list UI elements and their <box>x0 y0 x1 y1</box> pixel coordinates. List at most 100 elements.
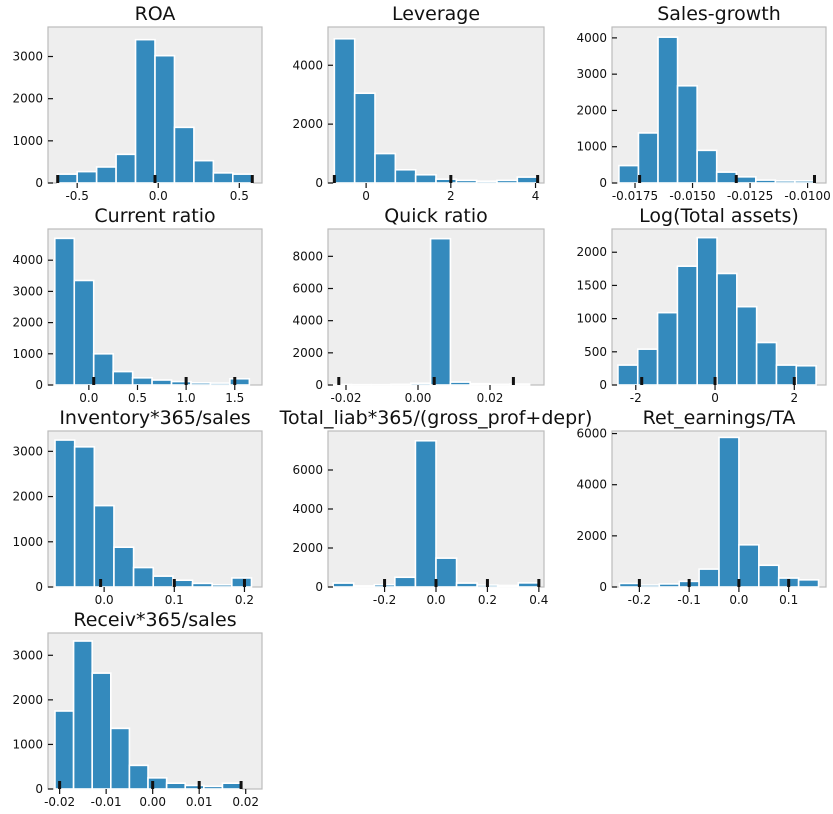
y-tick-label: 4000 <box>292 502 323 516</box>
histogram-bar <box>54 710 75 790</box>
x-tick-label: 0.02 <box>232 795 259 809</box>
x-tick-label: 0.0 <box>426 593 445 607</box>
x-tick-label: -0.02 <box>44 795 75 809</box>
histogram-bar <box>73 279 95 386</box>
histogram-bar <box>435 557 458 588</box>
histogram-bar <box>353 92 376 184</box>
y-tick-label: 1000 <box>12 347 43 361</box>
rug-mark <box>153 175 157 183</box>
y-tick-label: 0 <box>35 176 43 190</box>
histogram-bar <box>758 564 780 588</box>
histogram-bar <box>435 178 458 184</box>
rug-mark <box>242 579 246 587</box>
y-tick-label: 4000 <box>576 31 607 45</box>
rug-mark <box>812 175 816 183</box>
y-tick-label: 3000 <box>12 648 43 662</box>
y-tick-label: 2000 <box>12 92 43 106</box>
histogram-bar <box>212 172 234 184</box>
rug-mark <box>337 377 341 385</box>
histogram-panel-4: Quick ratio 0 2000 4000 6000 8000 -0.02 0.00 0.0… <box>292 205 545 405</box>
rug-mark <box>184 377 188 385</box>
histogram-bar <box>232 173 254 184</box>
chart-title: Sales-growth <box>657 3 781 25</box>
histogram-bar <box>618 582 641 588</box>
rug-mark <box>58 781 62 789</box>
y-tick-label: 1500 <box>576 278 607 292</box>
y-tick-label: 3000 <box>12 444 43 458</box>
histogram-bar <box>54 237 76 386</box>
histogram-bar <box>231 577 253 588</box>
y-tick-label: 2000 <box>292 117 323 131</box>
x-tick-label: 0.2 <box>235 593 254 607</box>
y-tick-label: 1000 <box>12 134 43 148</box>
histogram-bar <box>128 764 149 790</box>
chart-title: Current ratio <box>94 205 215 227</box>
x-tick-label: 0 <box>711 391 719 405</box>
chart-title: Total_liab*365/(gross_prof+depr) <box>279 407 593 429</box>
y-tick-label: 6000 <box>576 427 607 441</box>
y-tick-label: 1000 <box>12 535 43 549</box>
histogram-bar <box>134 38 156 184</box>
histogram-bar <box>618 164 640 184</box>
histogram-bar <box>715 171 738 184</box>
histogram-bar <box>658 583 680 588</box>
x-tick-label: 0.00 <box>405 391 432 405</box>
histogram-bar <box>394 168 417 184</box>
rug-mark <box>713 377 717 385</box>
y-tick-label: 1000 <box>576 140 607 154</box>
histogram-bar <box>333 37 356 184</box>
x-tick-label: 0.1 <box>779 593 798 607</box>
histogram-bar <box>718 436 740 588</box>
y-tick-label: 1000 <box>12 737 43 751</box>
histogram-bar <box>73 446 96 588</box>
histogram-bar <box>147 777 168 790</box>
y-tick-label: 0 <box>599 176 607 190</box>
histogram-bar <box>95 166 117 184</box>
histogram-bar <box>698 568 720 588</box>
histogram-bar <box>794 180 816 184</box>
histogram-bar <box>738 544 760 588</box>
histogram-bar <box>716 272 738 386</box>
histogram-panel-1: Leverage 0 2000 4000 0 2 4 <box>292 3 545 203</box>
histogram-bar <box>191 582 213 588</box>
x-tick-label: 1.5 <box>225 391 244 405</box>
x-tick-label: -2 <box>630 391 642 405</box>
histogram-bar <box>54 439 76 588</box>
rug-mark <box>197 781 201 789</box>
rug-mark <box>637 579 641 587</box>
y-tick-label: 0 <box>315 176 323 190</box>
y-tick-label: 0 <box>35 782 43 796</box>
histogram-bar <box>496 179 519 184</box>
y-tick-label: 2000 <box>576 245 607 259</box>
x-tick-label: 0 <box>362 189 370 203</box>
chart-title: Quick ratio <box>384 205 488 227</box>
histogram-bar <box>394 576 417 588</box>
histogram-bar <box>165 782 187 790</box>
x-tick-label: 0.00 <box>139 795 166 809</box>
histogram-panel-0: ROA 0 1000 2000 3000 -0.5 0.0 0.5 <box>12 3 263 203</box>
y-tick-label: 2000 <box>12 490 43 504</box>
histogram-bar <box>517 582 540 588</box>
rug-mark <box>332 175 336 183</box>
rug-mark <box>638 175 642 183</box>
rug-mark <box>434 579 438 587</box>
x-tick-label: 0.1 <box>165 593 184 607</box>
histogram-bar <box>91 672 112 790</box>
histogram-bar <box>696 236 718 386</box>
histogram-bar <box>496 584 520 588</box>
y-tick-label: 3000 <box>576 67 607 81</box>
rug-mark <box>172 579 176 587</box>
histogram-bar <box>414 173 437 184</box>
y-tick-label: 0 <box>35 580 43 594</box>
x-tick-label: -0.2 <box>628 593 651 607</box>
histogram-bar <box>657 36 679 184</box>
x-tick-label: -0.0100 <box>784 189 830 203</box>
rug-mark <box>449 175 453 183</box>
histogram-bar <box>154 54 176 184</box>
histogram-bar <box>374 152 397 184</box>
y-tick-label: 0 <box>599 580 607 594</box>
chart-title: ROA <box>135 3 176 25</box>
x-tick-label: -0.0175 <box>612 189 658 203</box>
rug-mark <box>511 377 515 385</box>
histogram-bar <box>676 265 699 386</box>
